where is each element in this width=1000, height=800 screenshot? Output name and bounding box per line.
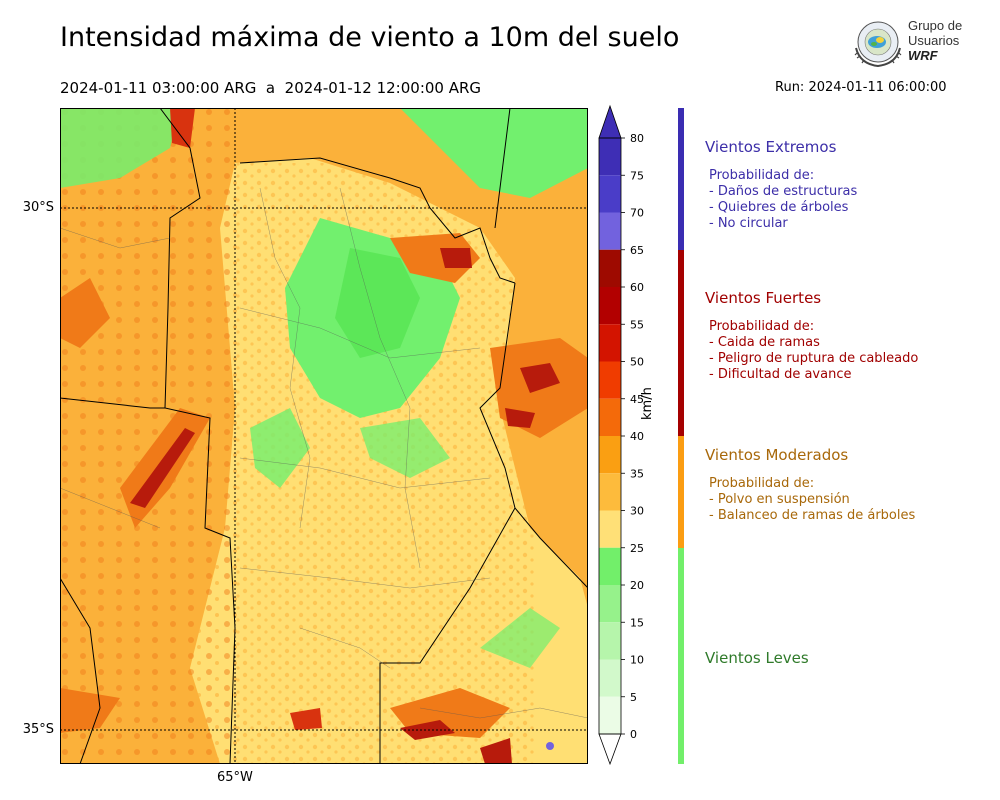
colorbar-tick-label: 60 bbox=[630, 281, 644, 294]
colorbar-segment bbox=[599, 138, 621, 176]
category-extreme-description: Probabilidad de: - Daños de estructuras … bbox=[709, 168, 858, 231]
colorbar-tick-label: 50 bbox=[630, 356, 644, 369]
colorbar-tick-label: 70 bbox=[630, 207, 644, 220]
lat-label-35s: 35°S bbox=[22, 722, 54, 737]
colorbar-segment bbox=[599, 212, 621, 250]
category-light-title: Vientos Leves bbox=[705, 649, 809, 667]
category-moderate-description: Probabilidad de: - Polvo en suspensión -… bbox=[709, 476, 916, 523]
colorbar-tick-label: 75 bbox=[630, 169, 644, 182]
category-strong-description: Probabilidad de: - Caida de ramas - Peli… bbox=[709, 319, 919, 382]
colorbar-tick-label: 15 bbox=[630, 616, 644, 629]
category-bar bbox=[678, 547, 684, 764]
colorbar-segment bbox=[599, 659, 621, 697]
colorbar-segment bbox=[599, 249, 621, 287]
colorbar-units-label: km/h bbox=[640, 387, 655, 420]
colorbar-tick-label: 0 bbox=[630, 728, 637, 741]
category-moderate-winds: Vientos Moderados Probabilidad de: - Pol… bbox=[705, 446, 915, 524]
category-moderate-title: Vientos Moderados bbox=[705, 446, 849, 464]
colorbar-segment bbox=[599, 510, 621, 548]
colorbar-max-extension bbox=[598, 104, 622, 139]
category-extreme-winds: Vientos Extremos Probabilidad de: - Daño… bbox=[705, 138, 857, 232]
category-strong-winds: Vientos Fuertes Probabilidad de: - Caida… bbox=[705, 289, 918, 383]
colorbar-min-extension bbox=[598, 733, 622, 766]
colorbar-segment bbox=[599, 175, 621, 213]
globe-emblem-icon bbox=[854, 21, 902, 68]
logo-wordmark: Grupo de Usuarios WRF bbox=[908, 18, 963, 63]
colorbar-segment bbox=[599, 398, 621, 436]
strong-wind-region-northeast bbox=[390, 233, 480, 283]
light-wind-region-north bbox=[400, 108, 588, 198]
light-wind-region-northwest bbox=[60, 108, 180, 188]
colorbar-tick-label: 45 bbox=[630, 393, 644, 406]
category-light-winds: Vientos Leves bbox=[705, 649, 809, 667]
forecast-period: 2024-01-11 03:00:00 ARG a 2024-01-12 12:… bbox=[60, 79, 482, 97]
colorbar-tick-label: 25 bbox=[630, 542, 644, 555]
map-title: Intensidad máxima de viento a 10m del su… bbox=[60, 22, 680, 53]
graticule bbox=[60, 108, 588, 764]
lon-label-65w: 65°W bbox=[217, 770, 253, 785]
colorbar-tick-label: 20 bbox=[630, 579, 644, 592]
colorbar-tick-label: 30 bbox=[630, 505, 644, 518]
lat-label-30s: 30°S bbox=[22, 200, 54, 215]
colorbar-segment bbox=[599, 361, 621, 399]
category-extreme-title: Vientos Extremos bbox=[705, 138, 837, 156]
run-timestamp: Run: 2024-01-11 06:00:00 bbox=[775, 80, 947, 95]
colorbar-segment bbox=[599, 622, 621, 660]
colorbar-tick-label: 80 bbox=[630, 132, 644, 145]
category-bar bbox=[678, 249, 684, 436]
colorbar-tick-label: 10 bbox=[630, 654, 644, 667]
colorbar-segment bbox=[599, 696, 621, 734]
category-bar bbox=[678, 436, 684, 548]
colorbar-tick-label: 65 bbox=[630, 244, 644, 257]
colorbar-tick-label: 55 bbox=[630, 318, 644, 331]
colorbar-segment bbox=[599, 473, 621, 511]
colorbar-tick-label: 40 bbox=[630, 430, 644, 443]
colorbar-segment bbox=[599, 324, 621, 362]
colorbar-segment bbox=[599, 287, 621, 325]
category-strong-title: Vientos Fuertes bbox=[705, 289, 822, 307]
map-frame bbox=[60, 108, 588, 764]
category-bar bbox=[678, 108, 684, 250]
colorbar-tick-label: 5 bbox=[630, 691, 637, 704]
colorbar-tick-label: 35 bbox=[630, 467, 644, 480]
colorbar-segment bbox=[599, 585, 621, 623]
wind-speed-map bbox=[60, 108, 588, 764]
wrf-users-group-logo: Grupo de Usuarios WRF bbox=[850, 18, 980, 70]
department-borders bbox=[60, 187, 588, 719]
colorbar-segment bbox=[599, 547, 621, 585]
colorbar-segment bbox=[599, 436, 621, 474]
